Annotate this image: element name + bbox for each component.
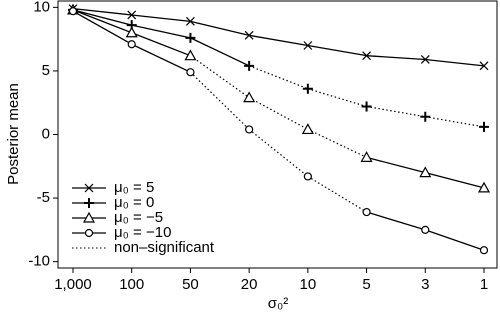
- marker: [479, 246, 489, 255]
- line-segment: [307, 88, 367, 108]
- x-tick-label: 10: [300, 276, 317, 293]
- marker: [84, 183, 94, 193]
- line-segment: [425, 58, 485, 67]
- marker: [477, 181, 491, 193]
- line-segment: [248, 97, 309, 130]
- x-tick-label: 3: [421, 276, 429, 293]
- marker: [420, 55, 430, 64]
- y-tick-label: -10: [28, 253, 50, 270]
- marker: [244, 30, 254, 40]
- marker: [186, 68, 195, 77]
- y-tick-label: -5: [37, 189, 50, 206]
- line-segment: [190, 20, 250, 36]
- x-tick-label: 1,000: [54, 276, 92, 293]
- y-tick-label: 10: [33, 0, 50, 15]
- legend-label: non–significant: [114, 239, 215, 256]
- line-segment: [366, 55, 426, 61]
- marker: [243, 91, 256, 103]
- y-tick-label: 5: [42, 62, 50, 79]
- line-segment: [307, 44, 367, 57]
- marker: [125, 26, 138, 38]
- x-tick-label: 20: [241, 276, 258, 293]
- marker: [419, 166, 432, 178]
- x-axis-label: σ₀²: [268, 295, 288, 312]
- line-segment: [131, 24, 191, 39]
- line-segment: [131, 14, 191, 22]
- line-segment: [72, 9, 132, 26]
- marker: [361, 101, 372, 112]
- legend-label: μ₀ = 5: [114, 179, 154, 196]
- line-segment: [366, 105, 426, 118]
- x-tick-label: 100: [119, 276, 144, 293]
- line-segment: [248, 65, 309, 90]
- legend-label: μ₀ = −10: [114, 224, 171, 241]
- legend-label: μ₀ = 0: [114, 194, 154, 211]
- marker: [127, 40, 136, 49]
- marker: [479, 61, 489, 71]
- marker: [245, 125, 254, 134]
- marker: [82, 211, 96, 223]
- marker: [479, 121, 489, 132]
- line-segment: [72, 9, 132, 34]
- line-segment: [425, 229, 485, 251]
- line-segment: [366, 156, 426, 174]
- line-segment: [131, 43, 191, 73]
- marker: [360, 151, 373, 162]
- line-segment: [425, 172, 485, 189]
- line-segment: [131, 32, 191, 57]
- line-segment: [190, 55, 250, 99]
- line-segment: [425, 116, 485, 128]
- line-segment: [190, 37, 250, 67]
- line-segment: [366, 211, 426, 231]
- x-tick-label: 1: [480, 276, 488, 293]
- marker: [186, 16, 195, 26]
- line-segment: [249, 34, 308, 47]
- marker: [302, 83, 313, 94]
- legend-label: μ₀ = −5: [114, 209, 163, 226]
- line-segment: [72, 10, 133, 45]
- x-tick-label: 50: [182, 276, 199, 293]
- y-tick-label: 0: [42, 125, 50, 142]
- line-segment: [307, 175, 367, 213]
- marker: [420, 111, 431, 122]
- marker: [303, 172, 312, 181]
- line-segment: [248, 128, 309, 177]
- marker: [84, 198, 94, 208]
- marker: [303, 41, 313, 50]
- y-axis-label: Posterior mean: [5, 83, 22, 185]
- line-segment: [190, 71, 250, 130]
- marker: [185, 32, 196, 43]
- marker: [184, 49, 197, 61]
- x-tick-label: 5: [362, 276, 370, 293]
- marker: [301, 123, 314, 135]
- marker: [421, 225, 430, 234]
- marker: [84, 228, 94, 238]
- marker: [362, 207, 371, 217]
- marker: [127, 10, 137, 20]
- marker: [68, 7, 78, 16]
- marker: [244, 60, 255, 71]
- line-segment: [72, 7, 132, 16]
- marker: [362, 51, 371, 61]
- line-segment: [307, 128, 367, 158]
